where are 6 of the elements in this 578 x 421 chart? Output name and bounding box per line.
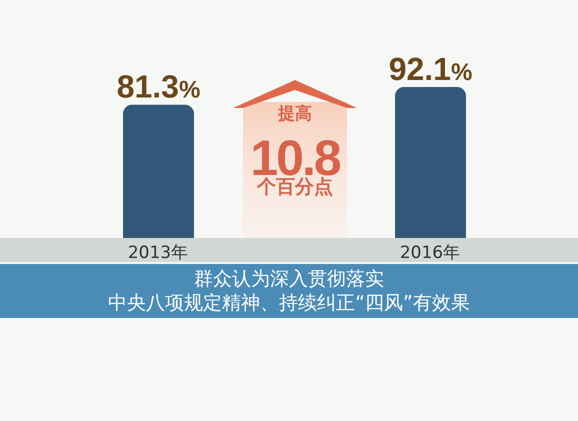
- data-label: 81.3%: [116, 68, 200, 105]
- x-tick-label: 2016年: [400, 243, 460, 264]
- annotation: 提高: [276, 104, 313, 124]
- text: 群众认为深入贯彻落实中央八项规定精神、持续纠正“四风”有效果: [107, 267, 471, 315]
- data-label: 92.1%: [388, 51, 472, 87]
- x-tick-label: 2013年: [128, 243, 188, 264]
